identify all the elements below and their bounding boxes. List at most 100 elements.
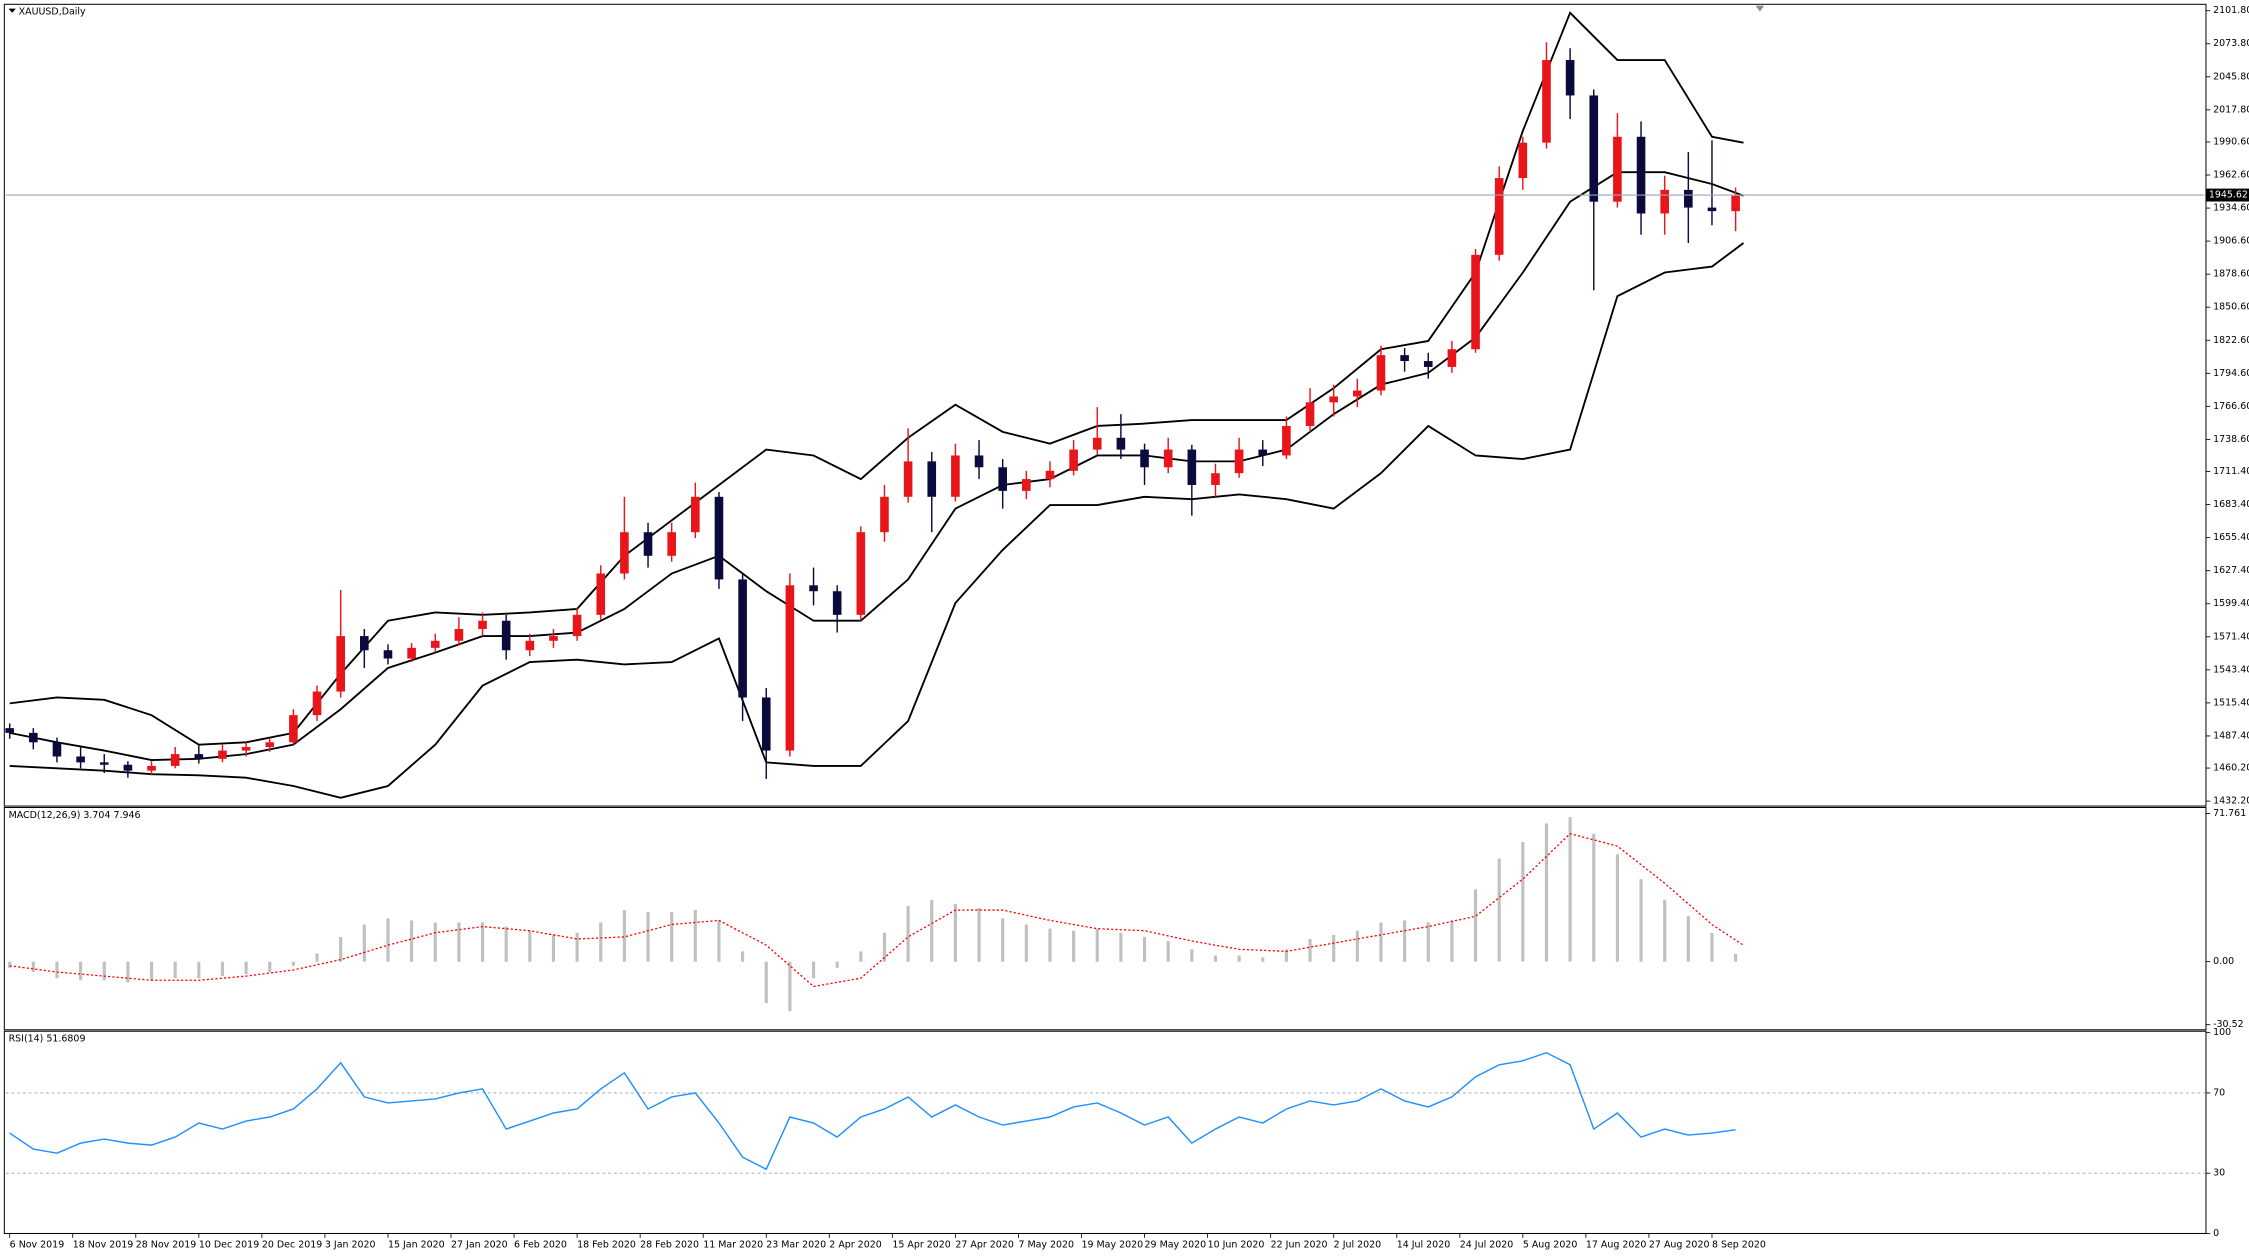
x-tick-label: 18 Nov 2019 bbox=[73, 1239, 134, 1250]
y-tick-label: -30.52 bbox=[2213, 1019, 2243, 1030]
candle-body bbox=[123, 764, 133, 771]
candle-body bbox=[1518, 142, 1528, 179]
x-tick-label: 27 Apr 2020 bbox=[955, 1239, 1013, 1250]
pane-border bbox=[3, 806, 2207, 1031]
y-tick-label: 1878.60 bbox=[2213, 269, 2249, 280]
candle-body bbox=[501, 620, 511, 651]
y-tick-label: 1738.60 bbox=[2213, 434, 2249, 445]
candle-body bbox=[1045, 470, 1055, 480]
candle-body bbox=[903, 461, 913, 497]
candle-body bbox=[761, 697, 771, 751]
candle-body bbox=[1234, 449, 1244, 474]
candle-body bbox=[880, 496, 889, 533]
candle-body bbox=[572, 614, 582, 637]
y-tick-label: 1571.40 bbox=[2213, 631, 2249, 642]
candle-body bbox=[478, 620, 487, 629]
candle-body bbox=[454, 628, 464, 641]
candle-body bbox=[1400, 355, 1409, 362]
y-tick-label: 1711.40 bbox=[2213, 466, 2249, 477]
y-tick-label: 71.761 bbox=[2213, 808, 2246, 819]
x-tick-label: 28 Nov 2019 bbox=[136, 1239, 197, 1250]
candle-body bbox=[1116, 437, 1126, 450]
candle-body bbox=[29, 732, 38, 743]
y-tick-label: 30 bbox=[2213, 1168, 2225, 1179]
y-tick-label: 1683.40 bbox=[2213, 499, 2249, 510]
x-tick-label: 6 Nov 2019 bbox=[10, 1239, 65, 1250]
y-tick-label: 1906.60 bbox=[2213, 236, 2249, 247]
candle-body bbox=[738, 579, 747, 698]
pane-title: MACD(12,26,9) 3.704 7.946 bbox=[9, 810, 141, 821]
candle-body bbox=[856, 532, 866, 615]
y-tick-label: 1515.40 bbox=[2213, 697, 2249, 708]
candle-body bbox=[407, 647, 416, 659]
y-tick-label: 100 bbox=[2213, 1027, 2231, 1038]
candle-body bbox=[1282, 425, 1291, 456]
candle-body bbox=[430, 640, 440, 648]
x-tick-label: 10 Jun 2020 bbox=[1208, 1239, 1265, 1250]
candle-body bbox=[549, 636, 558, 641]
x-tick-label: 5 Aug 2020 bbox=[1523, 1239, 1578, 1250]
y-tick-label: 2017.80 bbox=[2213, 104, 2249, 115]
candle-body bbox=[170, 754, 180, 766]
x-tick-label: 15 Jan 2020 bbox=[388, 1239, 445, 1250]
candle-body bbox=[289, 715, 298, 743]
x-tick-label: 22 Jun 2020 bbox=[1271, 1239, 1328, 1250]
x-tick-label: 23 Mar 2020 bbox=[766, 1239, 826, 1250]
x-tick-label: 27 Jan 2020 bbox=[451, 1239, 508, 1250]
candle-body bbox=[1353, 390, 1362, 397]
y-tick-label: 2045.80 bbox=[2213, 71, 2249, 82]
candle-body bbox=[1589, 95, 1599, 202]
y-tick-label: 0 bbox=[2213, 1228, 2219, 1239]
y-tick-label: 1962.60 bbox=[2213, 170, 2249, 181]
candle-body bbox=[1565, 60, 1575, 96]
candle-body bbox=[998, 467, 1007, 491]
x-tick-label: 14 Jul 2020 bbox=[1397, 1239, 1451, 1250]
candle-body bbox=[809, 585, 818, 592]
x-tick-label: 24 Jul 2020 bbox=[1460, 1239, 1514, 1250]
x-tick-label: 20 Dec 2019 bbox=[262, 1239, 322, 1250]
candle-body bbox=[1022, 479, 1031, 491]
y-tick-label: 1599.40 bbox=[2213, 598, 2249, 609]
x-tick-label: 18 Feb 2020 bbox=[577, 1239, 636, 1250]
y-tick-label: 1543.40 bbox=[2213, 664, 2249, 675]
candle-body bbox=[1423, 361, 1433, 367]
rsi-line bbox=[9, 1051, 1736, 1171]
bollinger-band bbox=[9, 171, 1744, 761]
candle-body bbox=[1376, 355, 1386, 391]
bollinger-band bbox=[9, 11, 1744, 746]
x-tick-label: 8 Sep 2020 bbox=[1712, 1239, 1766, 1250]
candle-body bbox=[525, 640, 535, 651]
candle-body bbox=[360, 636, 369, 651]
candle-body bbox=[1163, 449, 1173, 468]
x-tick-label: 17 Aug 2020 bbox=[1586, 1239, 1647, 1250]
y-tick-label: 1850.60 bbox=[2213, 302, 2249, 313]
candle-body bbox=[1258, 449, 1268, 456]
y-tick-label: 1487.40 bbox=[2213, 730, 2249, 741]
last-price-label: 1945.62 bbox=[2209, 190, 2248, 201]
candle-body bbox=[832, 591, 842, 615]
x-tick-label: 6 Feb 2020 bbox=[514, 1239, 567, 1250]
pane-title: XAUUSD,Daily bbox=[19, 7, 86, 18]
y-tick-label: 1766.60 bbox=[2213, 401, 2249, 412]
y-tick-label: 1627.40 bbox=[2213, 565, 2249, 576]
candle-body bbox=[241, 747, 251, 751]
candle-body bbox=[52, 742, 62, 757]
candle-body bbox=[1636, 136, 1646, 214]
y-tick-label: 1655.40 bbox=[2213, 532, 2249, 543]
y-tick-label: 70 bbox=[2213, 1087, 2225, 1098]
candle-body bbox=[927, 461, 937, 497]
y-tick-label: 2073.80 bbox=[2213, 38, 2249, 49]
candle-body bbox=[1731, 195, 1740, 212]
macd-signal bbox=[9, 832, 1744, 988]
candle-body bbox=[667, 532, 676, 556]
candle-body bbox=[974, 455, 984, 468]
candle-body bbox=[1684, 189, 1693, 208]
y-tick-label: 1432.20 bbox=[2213, 796, 2249, 807]
candle-body bbox=[312, 691, 322, 716]
menu-icon bbox=[8, 8, 16, 13]
y-tick-label: 1990.60 bbox=[2213, 136, 2249, 147]
x-tick-label: 3 Jan 2020 bbox=[325, 1239, 376, 1250]
candle-body bbox=[5, 728, 14, 733]
x-tick-label: 27 Aug 2020 bbox=[1649, 1239, 1710, 1250]
